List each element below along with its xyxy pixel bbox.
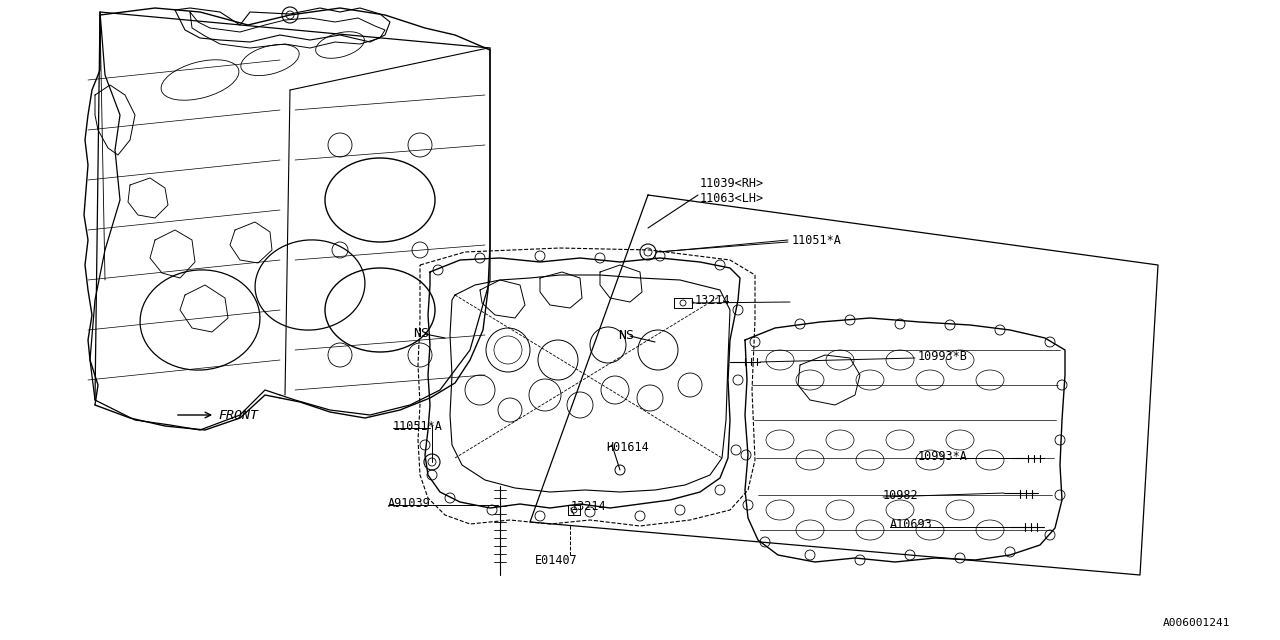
Text: A006001241: A006001241 [1162,618,1230,628]
Text: A10693: A10693 [890,518,933,531]
Text: 10993*A: 10993*A [918,449,968,463]
Text: 13214: 13214 [695,294,731,307]
Text: 11051*A: 11051*A [393,419,443,433]
Text: 11063<LH>: 11063<LH> [700,191,764,205]
Text: H01614: H01614 [605,440,649,454]
Text: 10993*B: 10993*B [918,349,968,362]
Text: A91039: A91039 [388,497,431,509]
Text: 10982: 10982 [883,488,919,502]
Text: NS: NS [413,326,429,339]
Text: NS: NS [618,328,634,342]
Text: FRONT: FRONT [218,408,259,422]
Text: 11051*A: 11051*A [792,234,842,246]
Text: E01407: E01407 [535,554,577,566]
Text: 13214: 13214 [571,499,607,513]
Text: 11039<RH>: 11039<RH> [700,177,764,189]
